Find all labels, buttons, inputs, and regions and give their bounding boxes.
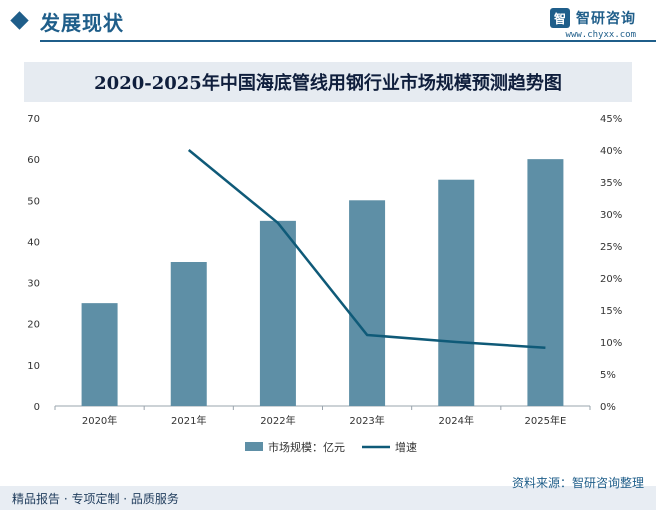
bar bbox=[527, 159, 564, 406]
header-divider bbox=[40, 40, 656, 42]
bar bbox=[170, 262, 207, 406]
section-title: 发展现状 bbox=[40, 11, 124, 35]
x-tick-label: 2023年 bbox=[349, 414, 384, 427]
y-left-tick-label: 70 bbox=[27, 114, 40, 125]
chart-title: 2020-2025年中国海底管线用钢行业市场规模预测趋势图 bbox=[94, 73, 562, 94]
y-left-tick-label: 20 bbox=[27, 320, 40, 331]
y-right-tick-label: 20% bbox=[600, 274, 622, 285]
chart-svg: 0 10 20 30 40 50 60 70 0% 5% 10% 15% 20% 25% 30% 35% 40%… bbox=[27, 114, 622, 454]
y-right-tick-label: 5% bbox=[600, 370, 616, 381]
bar bbox=[438, 179, 475, 406]
y-right-tick-label: 10% bbox=[600, 338, 622, 349]
bar bbox=[259, 220, 296, 406]
y-left-tick-label: 40 bbox=[27, 237, 40, 248]
y-right-tick-label: 0% bbox=[600, 402, 616, 413]
page-footer: 资料来源：智研咨询整理 精品报告 · 专项定制 · 品质服务 bbox=[0, 470, 656, 510]
legend-bar-label: 市场规模：亿元 bbox=[268, 440, 345, 454]
y-left-tick-label: 0 bbox=[34, 402, 40, 413]
y-left-tick-label: 30 bbox=[27, 279, 40, 290]
x-tick-label: 2021年 bbox=[171, 414, 206, 427]
chart-panel: 2020-2025年中国海底管线用钢行业市场规模预测趋势图 0 10 20 30 40 5… bbox=[0, 48, 656, 470]
y-right-tick-label: 30% bbox=[600, 210, 622, 221]
y-right-tick-label: 15% bbox=[600, 306, 622, 317]
bar bbox=[349, 200, 386, 406]
chart-title-band: 2020-2025年中国海底管线用钢行业市场规模预测趋势图 bbox=[24, 62, 632, 102]
source-note: 资料来源：智研咨询整理 bbox=[511, 476, 644, 490]
y-left-tick-label: 60 bbox=[27, 155, 40, 166]
growth-line bbox=[187, 149, 546, 350]
brand-name: 智研咨询 bbox=[576, 11, 636, 27]
y-right-tick-label: 35% bbox=[600, 178, 622, 189]
y-right-tick-label: 25% bbox=[600, 242, 622, 253]
brand-url: www.chyxx.com bbox=[565, 30, 636, 40]
bar bbox=[81, 303, 118, 406]
brand: 智 智研咨询 www.chyxx.com bbox=[550, 8, 636, 40]
footer-bar bbox=[0, 486, 656, 510]
y-left-tick-label: 50 bbox=[27, 196, 40, 207]
x-tick-label: 2025年E bbox=[525, 414, 567, 427]
y-right-tick-label: 40% bbox=[600, 146, 622, 157]
x-tick-label: 2020年 bbox=[82, 414, 117, 427]
diamond-icon bbox=[10, 11, 29, 30]
y-right-tick-label: 45% bbox=[600, 114, 622, 125]
footer-tagline: 精品报告 · 专项定制 · 品质服务 bbox=[12, 492, 179, 506]
legend-bar-swatch bbox=[245, 442, 263, 451]
page-header: 发展现状 智 智研咨询 www.chyxx.com bbox=[0, 0, 656, 46]
brand-logo-icon: 智 bbox=[550, 8, 570, 28]
y-left-tick-label: 10 bbox=[27, 361, 40, 372]
legend-line-label: 增速 bbox=[395, 440, 417, 454]
x-tick-label: 2024年 bbox=[439, 414, 474, 427]
x-tick-label: 2022年 bbox=[260, 414, 295, 427]
